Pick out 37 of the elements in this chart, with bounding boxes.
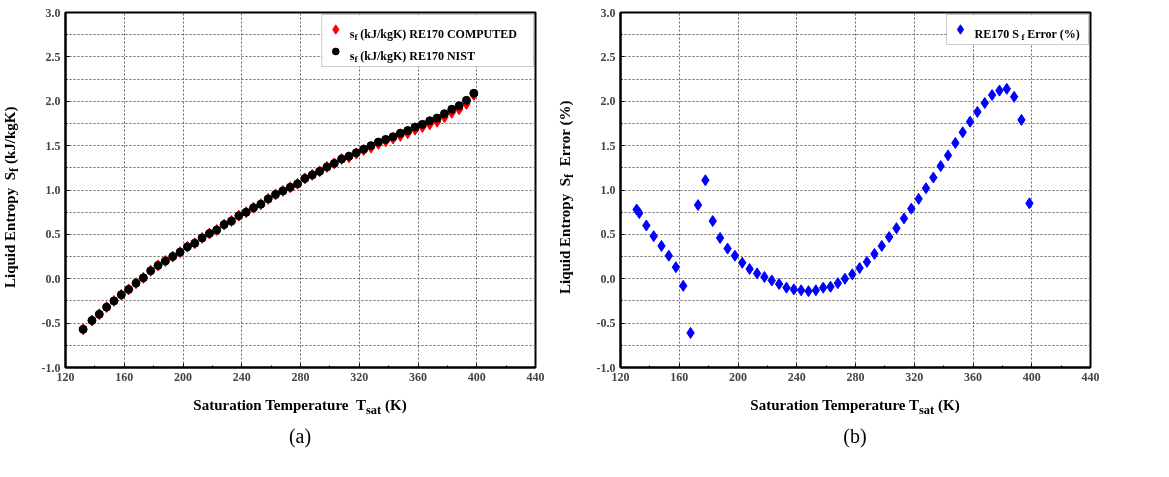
legend-label: RE170 Sf Error (%) [974, 26, 1080, 42]
x-tick-label: 200 [174, 369, 192, 384]
y-tick-label: 0.0 [45, 271, 61, 286]
x-tick-label: 280 [291, 369, 310, 384]
x-axis-title: Saturation Temperature T$_{sat}$ (K) [192, 396, 408, 419]
text: (a) [287, 424, 313, 450]
x-tick-label: 360 [964, 369, 982, 384]
y-tick-label: 2.5 [45, 49, 61, 64]
x-tick-label: 280 [846, 369, 865, 384]
y-tick-label: 1.0 [45, 183, 61, 197]
y-tick-label: 2.5 [600, 49, 616, 64]
x-tick-label: 400 [1022, 369, 1041, 384]
y-tick-label: -0.5 [596, 316, 616, 331]
y-tick-label: 2.0 [600, 94, 616, 109]
x-tick-label: 240 [232, 369, 251, 384]
x-tick-label: 320 [905, 369, 924, 384]
x-tick-label: 360 [409, 369, 427, 384]
x-tick-label: 320 [350, 369, 369, 384]
x-tick-label: 440 [1081, 369, 1100, 384]
y-tick-label: 1.5 [45, 138, 61, 153]
y-tick-label: 0.5 [45, 227, 61, 242]
x-tick-label: 440 [526, 369, 545, 384]
y-tick-label: 0.0 [600, 271, 616, 286]
x-axis-title: Saturation Temperature T$_{sat}$ (K) [749, 396, 961, 419]
x-tick-label: 240 [787, 369, 806, 384]
y-tick-label: 2.0 [45, 94, 61, 109]
y-tick-label: 3.0 [600, 5, 616, 20]
x-tick-label: 160 [670, 369, 689, 384]
y-tick-label: 1.0 [600, 183, 616, 197]
y-tick-label: 1.5 [600, 138, 616, 153]
y-tick-label: 0.5 [600, 227, 616, 242]
x-tick-label: 200 [729, 369, 747, 384]
text: (b) [842, 424, 868, 449]
x-tick-label: 160 [115, 369, 134, 384]
y-tick-label: 3.0 [45, 5, 61, 20]
y-tick-label: -0.5 [41, 316, 61, 331]
x-tick-label: 400 [467, 369, 486, 384]
